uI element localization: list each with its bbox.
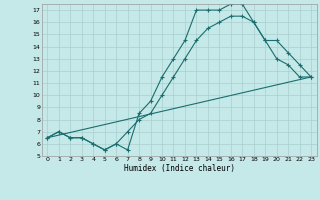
X-axis label: Humidex (Indice chaleur): Humidex (Indice chaleur) [124, 164, 235, 173]
